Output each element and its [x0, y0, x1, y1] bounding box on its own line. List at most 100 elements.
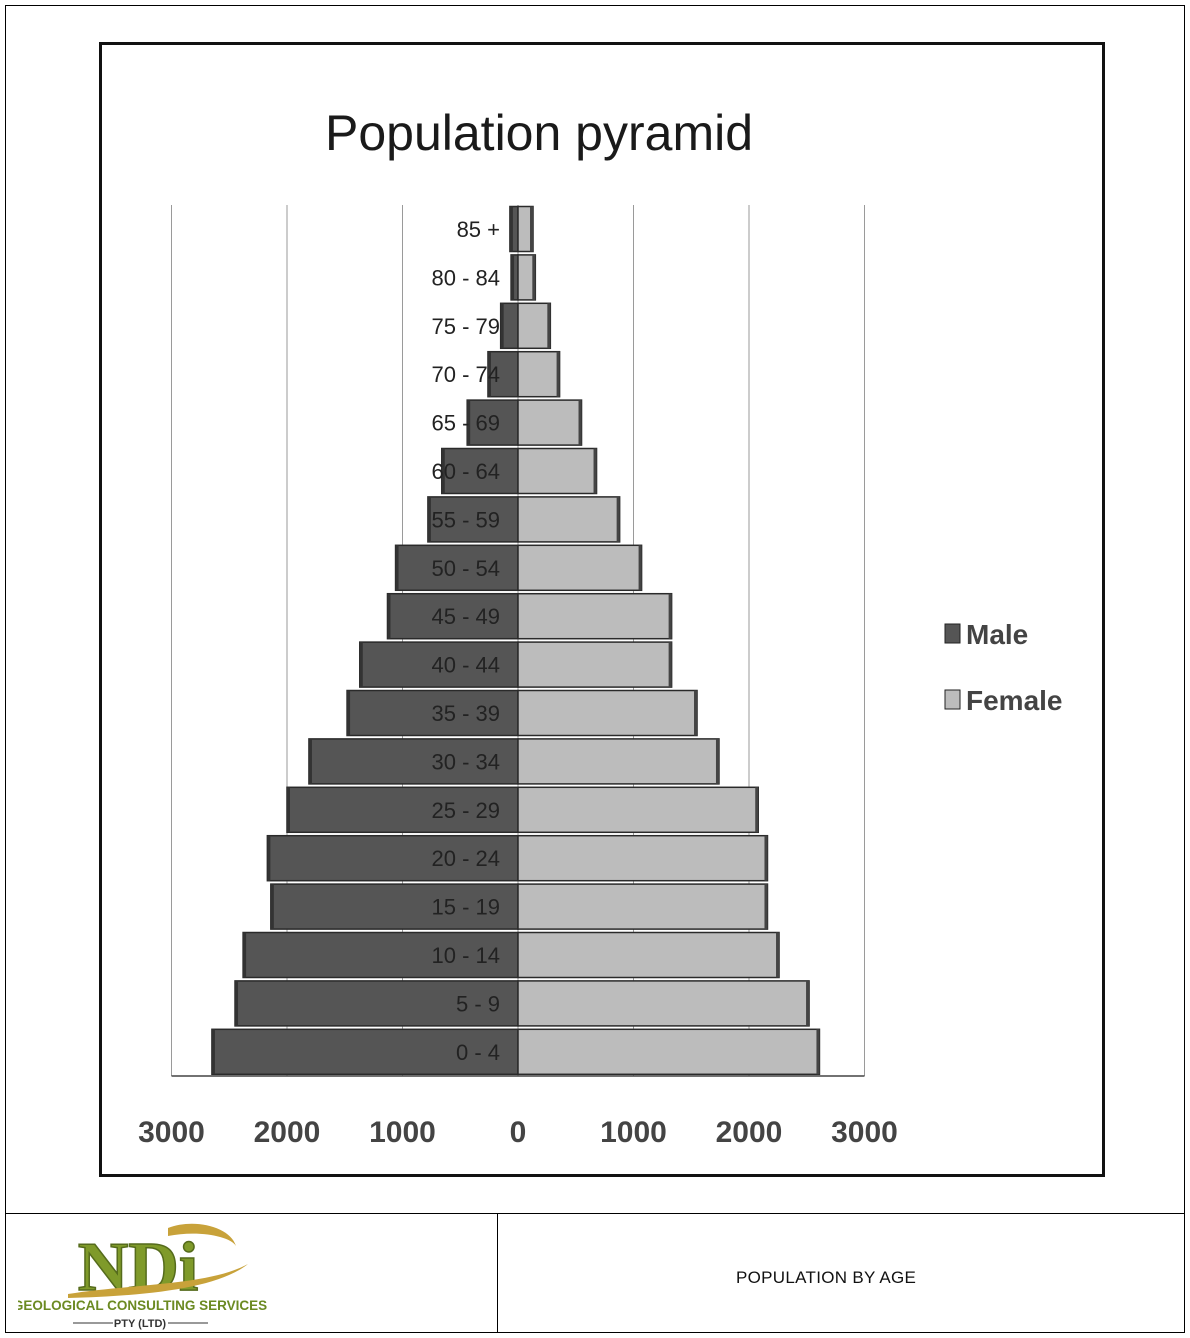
chart-title: Population pyramid	[325, 105, 753, 161]
bar-male-edge	[395, 545, 399, 591]
bar-female-edge	[547, 303, 551, 349]
bar-female	[517, 544, 643, 592]
bar-female-edge	[694, 690, 698, 736]
bar-female-edge	[776, 932, 780, 978]
age-group-label: 70 - 74	[432, 362, 501, 387]
bar-male	[308, 738, 519, 785]
bar-female-edge	[764, 835, 768, 881]
bar-male-edge	[359, 642, 363, 688]
bar-male-edge	[270, 884, 274, 930]
bar-female-edge	[764, 884, 768, 930]
bar-male	[211, 1028, 519, 1076]
bar-female	[517, 738, 720, 785]
bar-female-edge	[556, 351, 560, 397]
x-tick-label: 2000	[254, 1116, 321, 1149]
age-group-label: 85 +	[457, 217, 500, 242]
bar-female-edge	[616, 496, 620, 542]
bar-male-edge	[511, 254, 515, 300]
age-group-label: 30 - 34	[432, 749, 501, 774]
age-group-label: 50 - 54	[432, 556, 501, 581]
x-tick-label: 0	[510, 1116, 527, 1149]
bar-male-edge	[441, 448, 445, 494]
age-group-label: 0 - 4	[456, 1040, 500, 1065]
logo-company-suffix: PTY (LTD)	[114, 1318, 166, 1330]
legend: Male Female	[944, 619, 1063, 716]
bar-male-edge	[243, 932, 247, 978]
bar-female-edge	[532, 254, 536, 300]
bar-male-edge	[500, 303, 504, 349]
bar-male	[242, 931, 519, 979]
company-logo: NDi GEOLOGICAL CONSULTING SERVICES PTY (…	[18, 1223, 267, 1330]
bar-female	[517, 447, 598, 495]
bar-female	[517, 592, 673, 640]
bar-female-edge	[668, 593, 672, 639]
x-tick-label: 1000	[600, 1116, 667, 1149]
age-group-label: 25 - 29	[432, 798, 501, 823]
bar-male-edge	[387, 593, 391, 639]
bar-female	[517, 641, 673, 688]
x-axis-ticks: 3000 2000 1000 0 1000 2000 3000	[138, 1116, 898, 1149]
bar-male-edge	[427, 496, 431, 542]
bar-male-edge	[211, 1029, 215, 1075]
bar-male-edge	[308, 738, 312, 784]
legend-female-label: Female	[966, 685, 1063, 716]
page-frame	[5, 5, 1185, 1333]
bar-male	[359, 641, 519, 688]
bar-female	[517, 496, 621, 543]
age-group-label: 60 - 64	[432, 459, 501, 484]
bar-male-edge	[467, 400, 471, 446]
age-group-label: 40 - 44	[432, 653, 501, 678]
bar-female-edge	[578, 400, 582, 446]
age-group-label: 15 - 19	[432, 895, 501, 920]
footer-divider	[5, 1213, 1185, 1214]
age-group-label: 65 - 69	[432, 411, 501, 436]
bar-male	[266, 834, 519, 882]
x-tick-label: 3000	[138, 1116, 205, 1149]
bar-female-edge	[638, 545, 642, 591]
x-tick-label: 1000	[369, 1116, 436, 1149]
bar-male-edge	[235, 980, 239, 1026]
bar-male-edge	[287, 787, 290, 833]
bar-female	[517, 689, 698, 737]
bar-female-edge	[816, 1029, 820, 1075]
age-group-label: 45 - 49	[432, 604, 501, 629]
age-group-label: 5 - 9	[456, 991, 500, 1016]
age-group-label: 55 - 59	[432, 507, 501, 532]
bar-female	[517, 931, 780, 979]
gridlines	[171, 205, 865, 1077]
bar-female	[517, 302, 552, 350]
bar-male-edge	[267, 835, 271, 881]
legend-female-swatch	[944, 689, 961, 710]
bar-female-edge	[593, 448, 597, 494]
bar-female	[517, 786, 759, 834]
bar-female	[517, 350, 561, 398]
age-group-label: 80 - 84	[432, 265, 501, 290]
age-labels: 0 - 4 5 - 9 10 - 14 15 - 19 20 - 24 25 - 29 30…	[432, 217, 501, 1065]
bar-male-edge	[509, 206, 513, 252]
bar-male-edge	[347, 690, 351, 736]
age-group-label: 75 - 79	[432, 314, 501, 339]
bar-female	[517, 1028, 821, 1076]
legend-male-swatch	[944, 623, 961, 644]
bars	[211, 205, 821, 1076]
age-group-label: 10 - 14	[432, 943, 501, 968]
bar-female-edge	[668, 642, 672, 688]
bar-male	[466, 399, 519, 446]
bar-male-edge	[487, 351, 491, 397]
bar-female-edge	[755, 787, 759, 833]
logo-company-name: GEOLOGICAL CONSULTING SERVICES	[18, 1298, 267, 1313]
bar-female	[517, 883, 769, 930]
x-tick-label: 3000	[831, 1116, 898, 1149]
x-tick-label: 2000	[716, 1116, 783, 1149]
legend-male-label: Male	[966, 619, 1028, 650]
bar-female-edge	[806, 980, 810, 1026]
bar-female	[517, 980, 810, 1027]
bar-female	[517, 834, 769, 882]
population-pyramid-chart: Population pyramid 0 - 4 5 - 9 10 - 14 15 -…	[138, 105, 1063, 1149]
bar-female-edge	[715, 738, 719, 784]
footer-column-divider	[497, 1213, 498, 1333]
bar-male	[487, 350, 519, 398]
footer-caption: POPULATION BY AGE	[736, 1268, 917, 1287]
bar-female	[517, 399, 583, 446]
age-group-label: 20 - 24	[432, 846, 501, 871]
